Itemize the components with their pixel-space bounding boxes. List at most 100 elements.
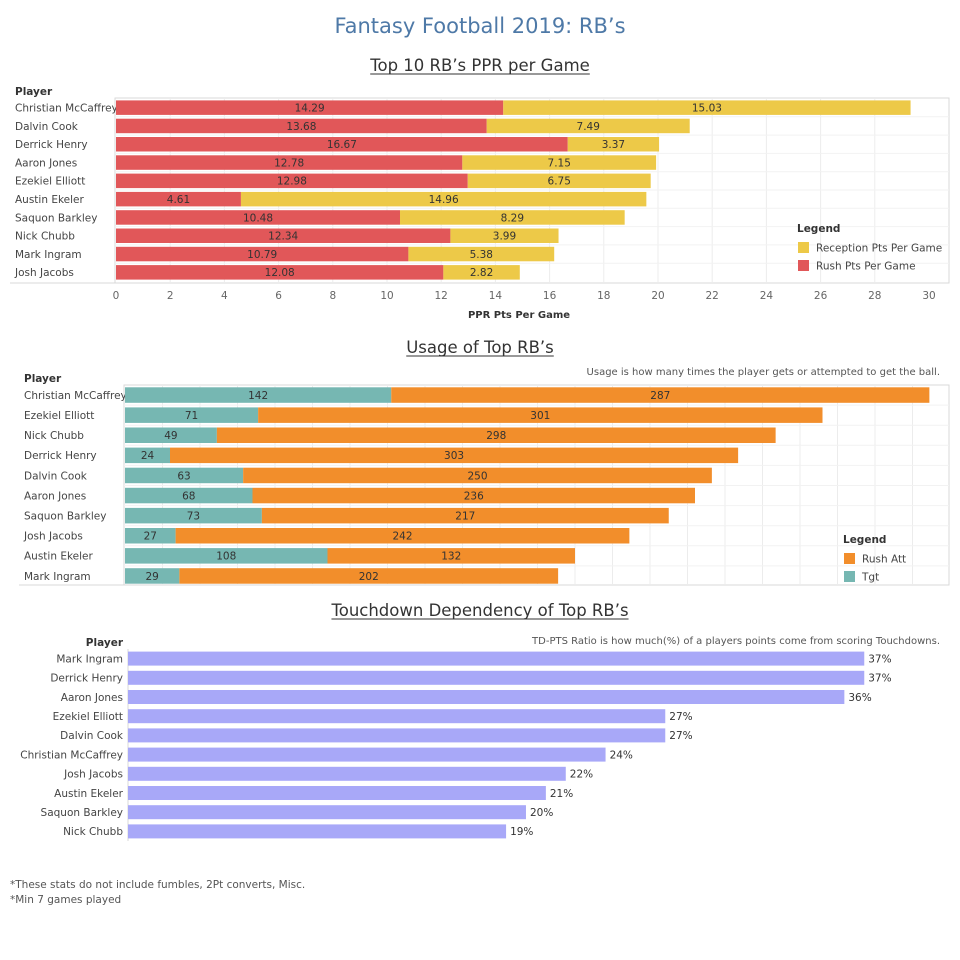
bar-label-austin-ekeler: 21% bbox=[550, 788, 573, 800]
bar-christian-mccaffrey-reception-pts-per-game bbox=[503, 100, 911, 115]
x-tick-label: 28 bbox=[868, 290, 881, 302]
bar-label-saquon-barkley-rush-pts-per-game: 10.48 bbox=[243, 212, 273, 224]
bar-saquon-barkley-reception-pts-per-game bbox=[400, 210, 625, 225]
row-label-saquon-barkley: Saquon Barkley bbox=[24, 510, 106, 522]
x-tick-label: 14 bbox=[489, 290, 503, 302]
chart-1-title: Top 10 RB’s PPR per Game bbox=[369, 56, 590, 75]
bar-label-ezekiel-elliott-tgt: 71 bbox=[185, 410, 198, 422]
bar-ezekiel-elliott-tgt bbox=[125, 407, 259, 423]
x-tick-label: 26 bbox=[814, 290, 828, 302]
bar-label-mark-ingram-rush-att: 202 bbox=[359, 571, 379, 583]
bar-saquon-barkley-tgt bbox=[125, 507, 262, 524]
bar-label-aaron-jones-reception-pts-per-game: 7.15 bbox=[548, 157, 571, 169]
bar-derrick-henry bbox=[128, 670, 865, 685]
legend-title: Legend bbox=[797, 223, 840, 235]
bar-dalvin-cook bbox=[128, 728, 666, 743]
row-label-ezekiel-elliott: Ezekiel Elliott bbox=[15, 176, 85, 188]
legend-title: Legend bbox=[843, 534, 886, 546]
row-label-ezekiel-elliott: Ezekiel Elliott bbox=[24, 410, 94, 422]
bar-dalvin-cook-rush-att bbox=[243, 467, 712, 484]
x-tick-label: 8 bbox=[329, 290, 336, 302]
bar-nick-chubb bbox=[128, 824, 507, 839]
bar-label-saquon-barkley: 20% bbox=[530, 807, 553, 819]
bar-label-saquon-barkley-rush-att: 217 bbox=[455, 510, 475, 522]
row-label-nick-chubb: Nick Chubb bbox=[63, 826, 123, 838]
row-label-dalvin-cook: Dalvin Cook bbox=[24, 470, 88, 482]
legend: Legend Rush Att Tgt bbox=[843, 534, 906, 584]
row-label-dalvin-cook: Dalvin Cook bbox=[15, 121, 79, 133]
bar-label-nick-chubb-tgt: 49 bbox=[164, 430, 177, 442]
bar-label-austin-ekeler-rush-pts-per-game: 4.61 bbox=[167, 194, 190, 206]
bar-label-nick-chubb-rush-pts-per-game: 12.34 bbox=[268, 231, 298, 243]
bar-label-ezekiel-elliott-rush-pts-per-game: 12.98 bbox=[277, 176, 307, 188]
bar-aaron-jones-reception-pts-per-game bbox=[462, 155, 657, 170]
row-label-ezekiel-elliott: Ezekiel Elliott bbox=[53, 711, 123, 723]
row-label-josh-jacobs: Josh Jacobs bbox=[14, 267, 74, 279]
bar-christian-mccaffrey-tgt bbox=[125, 387, 392, 403]
legend-label-rush-att: Rush Att bbox=[862, 554, 906, 566]
bar-nick-chubb-reception-pts-per-game bbox=[450, 228, 559, 243]
bar-austin-ekeler bbox=[128, 786, 546, 800]
bar-label-nick-chubb-reception-pts-per-game: 3.99 bbox=[493, 231, 516, 243]
bar-label-ezekiel-elliott-rush-att: 301 bbox=[530, 410, 550, 422]
bar-label-derrick-henry: 37% bbox=[868, 673, 891, 685]
bar-label-derrick-henry-tgt: 24 bbox=[141, 450, 155, 462]
bar-mark-ingram bbox=[128, 651, 865, 666]
bar-label-ezekiel-elliott: 27% bbox=[669, 711, 692, 723]
bar-nick-chubb-rush-pts-per-game bbox=[116, 228, 451, 243]
bar-label-dalvin-cook-rush-pts-per-game: 13.68 bbox=[286, 121, 316, 133]
row-header: Player bbox=[15, 86, 53, 98]
legend-label-rush-pts-per-game: Rush Pts Per Game bbox=[816, 261, 916, 273]
row-label-austin-ekeler: Austin Ekeler bbox=[15, 194, 85, 206]
bar-austin-ekeler-reception-pts-per-game bbox=[240, 191, 647, 207]
row-label-josh-jacobs: Josh Jacobs bbox=[23, 531, 83, 543]
row-label-derrick-henry: Derrick Henry bbox=[15, 139, 88, 151]
bar-label-mark-ingram-rush-pts-per-game: 10.79 bbox=[247, 249, 277, 261]
bar-label-josh-jacobs-reception-pts-per-game: 2.82 bbox=[470, 267, 493, 279]
row-header: Player bbox=[24, 373, 62, 385]
row-header: Player bbox=[86, 637, 124, 649]
row-label-nick-chubb: Nick Chubb bbox=[15, 231, 75, 243]
bar-dalvin-cook-reception-pts-per-game bbox=[486, 118, 690, 134]
bar-mark-ingram-reception-pts-per-game bbox=[408, 246, 555, 262]
x-tick-label: 12 bbox=[435, 290, 448, 302]
legend-label-reception-pts-per-game: Reception Pts Per Game bbox=[816, 243, 942, 255]
bar-derrick-henry-rush-att bbox=[170, 447, 739, 464]
bar-label-josh-jacobs: 22% bbox=[570, 769, 593, 781]
bar-label-nick-chubb-rush-att: 298 bbox=[486, 430, 506, 442]
bar-label-austin-ekeler-rush-att: 132 bbox=[441, 551, 461, 563]
bar-austin-ekeler-tgt bbox=[125, 548, 328, 564]
bar-dalvin-cook-tgt bbox=[125, 467, 244, 484]
row-label-mark-ingram: Mark Ingram bbox=[15, 249, 82, 261]
bar-label-christian-mccaffrey: 24% bbox=[610, 749, 633, 761]
bar-saquon-barkley-rush-pts-per-game bbox=[116, 210, 401, 225]
dashboard-title: Fantasy Football 2019: RB’s bbox=[334, 14, 625, 38]
bar-label-nick-chubb: 19% bbox=[510, 826, 533, 838]
bar-derrick-henry-rush-pts-per-game bbox=[116, 137, 568, 152]
x-axis-label: PPR Pts Per Game bbox=[468, 310, 570, 321]
bar-ezekiel-elliott-rush-pts-per-game bbox=[116, 173, 468, 189]
row-label-christian-mccaffrey: Christian McCaffrey bbox=[15, 102, 118, 114]
bar-label-austin-ekeler-reception-pts-per-game: 14.96 bbox=[429, 194, 459, 206]
x-tick-label: 2 bbox=[167, 290, 174, 302]
x-tick-label: 20 bbox=[651, 290, 664, 302]
bar-austin-ekeler-rush-att bbox=[327, 548, 575, 564]
bar-christian-mccaffrey-rush-pts-per-game bbox=[116, 100, 504, 115]
bar-label-derrick-henry-reception-pts-per-game: 3.37 bbox=[602, 139, 625, 151]
chart-3-title: Touchdown Dependency of Top RB’s bbox=[330, 601, 628, 620]
bar-saquon-barkley bbox=[128, 805, 526, 820]
bar-ezekiel-elliott-reception-pts-per-game bbox=[467, 173, 651, 189]
row-label-christian-mccaffrey: Christian McCaffrey bbox=[20, 749, 123, 761]
bar-ezekiel-elliott-rush-att bbox=[258, 407, 823, 423]
bar-christian-mccaffrey bbox=[128, 747, 606, 762]
bar-label-austin-ekeler-tgt: 108 bbox=[216, 551, 236, 563]
row-label-mark-ingram: Mark Ingram bbox=[56, 653, 123, 665]
bar-label-josh-jacobs-tgt: 27 bbox=[144, 531, 157, 543]
bar-josh-jacobs-rush-att bbox=[175, 528, 630, 544]
row-label-derrick-henry: Derrick Henry bbox=[24, 450, 97, 462]
footnote-2: *Min 7 games played bbox=[10, 894, 122, 906]
bar-josh-jacobs-rush-pts-per-game bbox=[116, 265, 444, 280]
x-tick-label: 0 bbox=[113, 290, 120, 302]
